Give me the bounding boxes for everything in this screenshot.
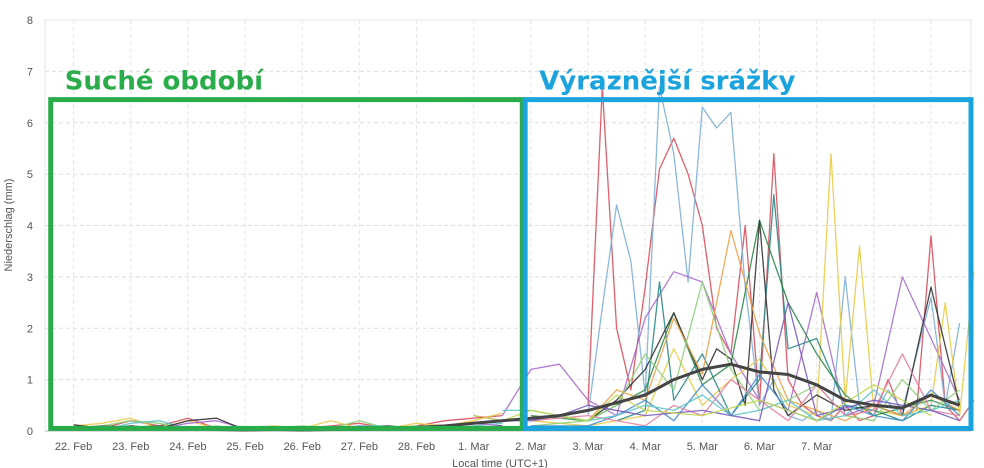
x-tick-label: 4. Mar [630, 441, 662, 453]
x-tick-labels: 22. Feb 23. Feb 24. Feb 25. Feb 26. Feb 27. F… [55, 441, 833, 453]
series-line-10 [530, 353, 960, 427]
x-tick-label: 1. Mar [458, 441, 490, 453]
annotation-label-1: Výraznější srážky [539, 67, 795, 97]
x-tick-label: 5. Mar [687, 441, 719, 453]
x-tick-label: 7. Mar [801, 441, 833, 453]
x-tick-label: 2. Mar [515, 441, 547, 453]
x-tick-label: 23. Feb [112, 441, 149, 453]
series-line-1 [587, 86, 961, 422]
y-tick-label: 6 [27, 118, 33, 130]
y-tick-label: 0 [27, 426, 33, 438]
y-tick-label: 8 [27, 15, 33, 27]
x-tick-label: 26. Feb [284, 441, 321, 453]
series-line-7 [587, 229, 960, 422]
y-tick-labels: 0 1 2 3 4 5 6 7 8 [27, 15, 33, 438]
series-line-2 [501, 271, 961, 417]
mean-series-layer [73, 362, 961, 432]
annotation-box-0 [48, 97, 525, 431]
annotation-box-1 [522, 97, 974, 431]
annotation-label-0: Suché období [65, 67, 265, 97]
mean-series-line [73, 362, 961, 432]
x-tick-label: 6. Mar [744, 441, 776, 453]
series-line-9 [530, 373, 961, 427]
x-tick-label: 22. Feb [55, 441, 92, 453]
x-tick-label: 25. Feb [226, 441, 263, 453]
x-tick-label: 27. Feb [341, 441, 378, 453]
x-tick-label: 24. Feb [169, 441, 206, 453]
y-tick-label: 2 [27, 323, 33, 335]
y-tick-label: 3 [27, 272, 33, 284]
series-line-12 [473, 301, 960, 422]
y-tick-label: 7 [27, 66, 33, 78]
series-line-4 [616, 194, 960, 422]
annotation-layer: Suché období Výraznější srážky [48, 67, 974, 431]
y-tick-label: 4 [27, 221, 33, 233]
x-tick-label: 3. Mar [572, 441, 604, 453]
y-axis-label: Niederschlag (mm) [3, 179, 15, 272]
y-tick-label: 1 [27, 375, 33, 387]
x-axis-label: Local time (UTC+1) [452, 458, 548, 468]
x-tick-label: 28. Feb [398, 441, 435, 453]
y-tick-label: 5 [27, 169, 33, 181]
